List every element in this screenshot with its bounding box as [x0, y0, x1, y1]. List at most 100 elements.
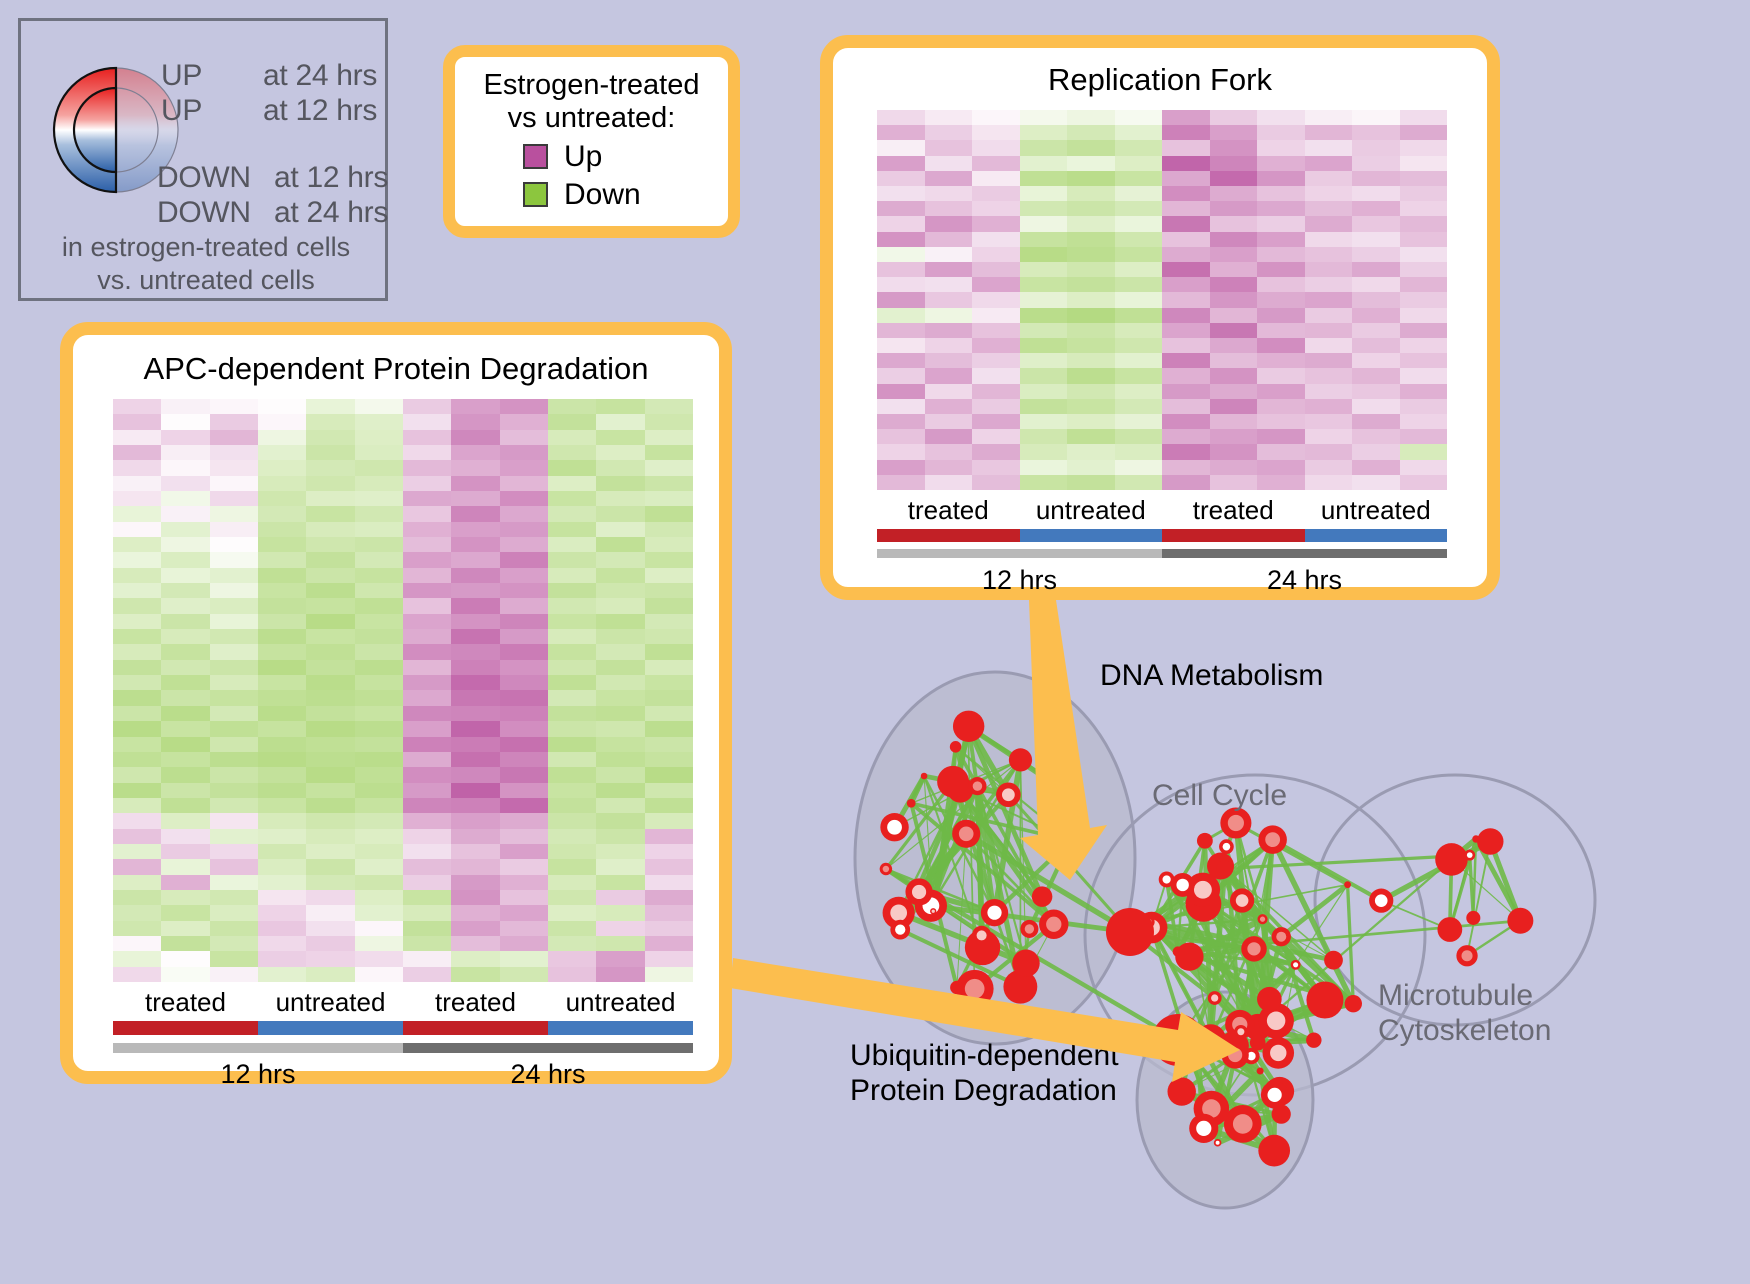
heatmap-cell [113, 445, 161, 460]
heatmap-cell [306, 813, 354, 828]
heatmap-cell [1400, 292, 1448, 307]
estrogen-legend-heading: Estrogen-treated vs untreated: [455, 57, 728, 136]
heatmap-cell [210, 829, 258, 844]
heatmap-cell [1352, 140, 1400, 155]
heatmap-cell [258, 430, 306, 445]
group-label-0: treated [877, 495, 1020, 526]
heatmap-cell [925, 308, 973, 323]
heatmap-cell [548, 614, 596, 629]
heatmap-cell [210, 737, 258, 752]
heatmap-cell [1067, 429, 1115, 444]
heatmap-cell [1400, 216, 1448, 231]
heatmap-cell [161, 951, 209, 966]
heatmap-cell [306, 737, 354, 752]
heatmap-cell [161, 414, 209, 429]
heatmap-cell [1162, 338, 1210, 353]
time-segment-24hrs [403, 1043, 693, 1053]
heatmap-cell [210, 690, 258, 705]
heatmap-cell [1020, 262, 1068, 277]
heatmap-cell [972, 140, 1020, 155]
heatmap-cell [1210, 262, 1258, 277]
network-node [1032, 886, 1053, 907]
heatmap-cell [355, 875, 403, 890]
network-node [1009, 748, 1032, 771]
heatmap-cell [258, 660, 306, 675]
heatmap-cell [451, 522, 499, 537]
heatmap-cell [877, 444, 925, 459]
heatmap-cell [403, 706, 451, 721]
heatmap-cell [451, 399, 499, 414]
heatmap-cell [258, 690, 306, 705]
heatmap-cell [1067, 414, 1115, 429]
heatmap-cell [355, 921, 403, 936]
heatmap-cell [500, 844, 548, 859]
heatmap-cell [1115, 140, 1163, 155]
heatmap-cell [451, 967, 499, 982]
heatmap-cell [1400, 444, 1448, 459]
heatmap-cell [161, 614, 209, 629]
network-node [1167, 1077, 1195, 1105]
heatmap-cell [113, 399, 161, 414]
heatmap-cell [1115, 475, 1163, 490]
heatmap-cell [210, 399, 258, 414]
heatmap-cell [596, 936, 644, 951]
heatmap-cell [1400, 323, 1448, 338]
heatmap-cell [972, 292, 1020, 307]
heatmap-cell [548, 460, 596, 475]
heatmap-cell [1352, 460, 1400, 475]
heatmap-cell [1210, 247, 1258, 262]
replication-fork-time-bar [877, 549, 1447, 558]
heatmap-cell [877, 338, 925, 353]
heatmap-cell [1352, 429, 1400, 444]
heatmap-cell [161, 737, 209, 752]
heatmap-cell [1162, 201, 1210, 216]
heatmap-cell [1020, 338, 1068, 353]
heatmap-cell [596, 798, 644, 813]
heatmap-cell [500, 660, 548, 675]
heatmap-cell [1020, 444, 1068, 459]
heatmap-cell [1257, 186, 1305, 201]
heatmap-cell [596, 491, 644, 506]
heatmap-cell [113, 936, 161, 951]
heatmap-cell [210, 844, 258, 859]
heatmap-cell [925, 292, 973, 307]
heatmap-cell [645, 783, 693, 798]
treatment-segment-1 [258, 1021, 403, 1035]
heatmap-cell [161, 875, 209, 890]
heatmap-cell [161, 752, 209, 767]
heatmap-cell [1020, 429, 1068, 444]
heatmap-cell [1305, 368, 1353, 383]
heatmap-cell [113, 706, 161, 721]
heatmap-cell [1067, 156, 1115, 171]
heatmap-cell [451, 737, 499, 752]
network-node-core [977, 930, 987, 940]
heatmap-cell [1305, 444, 1353, 459]
heatmap-cell [925, 247, 973, 262]
heatmap-cell [113, 583, 161, 598]
replication-fork-time-labels: 12 hrs 24 hrs [877, 565, 1447, 596]
legend-direction-1: UP [161, 94, 202, 128]
legend-direction-3: DOWN [157, 196, 251, 230]
heatmap-cell [258, 936, 306, 951]
heatmap-cell [258, 875, 306, 890]
heatmap-cell [355, 537, 403, 552]
heatmap-cell [161, 598, 209, 613]
heatmap-cell [1115, 399, 1163, 414]
heatmap-cell [210, 476, 258, 491]
heatmap-cell [1210, 156, 1258, 171]
heatmap-cell [1305, 323, 1353, 338]
heatmap-cell [403, 522, 451, 537]
heatmap-cell [877, 156, 925, 171]
heatmap-cell [1400, 186, 1448, 201]
heatmap-cell [451, 859, 499, 874]
network-node [1466, 911, 1480, 925]
legend-direction-0: UP [161, 59, 202, 93]
heatmap-cell [645, 829, 693, 844]
network-node [953, 711, 984, 742]
heatmap-cell [1400, 140, 1448, 155]
heatmap-cell [258, 859, 306, 874]
heatmap-cell [210, 706, 258, 721]
heatmap-cell [1067, 186, 1115, 201]
heatmap-cell [1067, 323, 1115, 338]
heatmap-cell [355, 476, 403, 491]
